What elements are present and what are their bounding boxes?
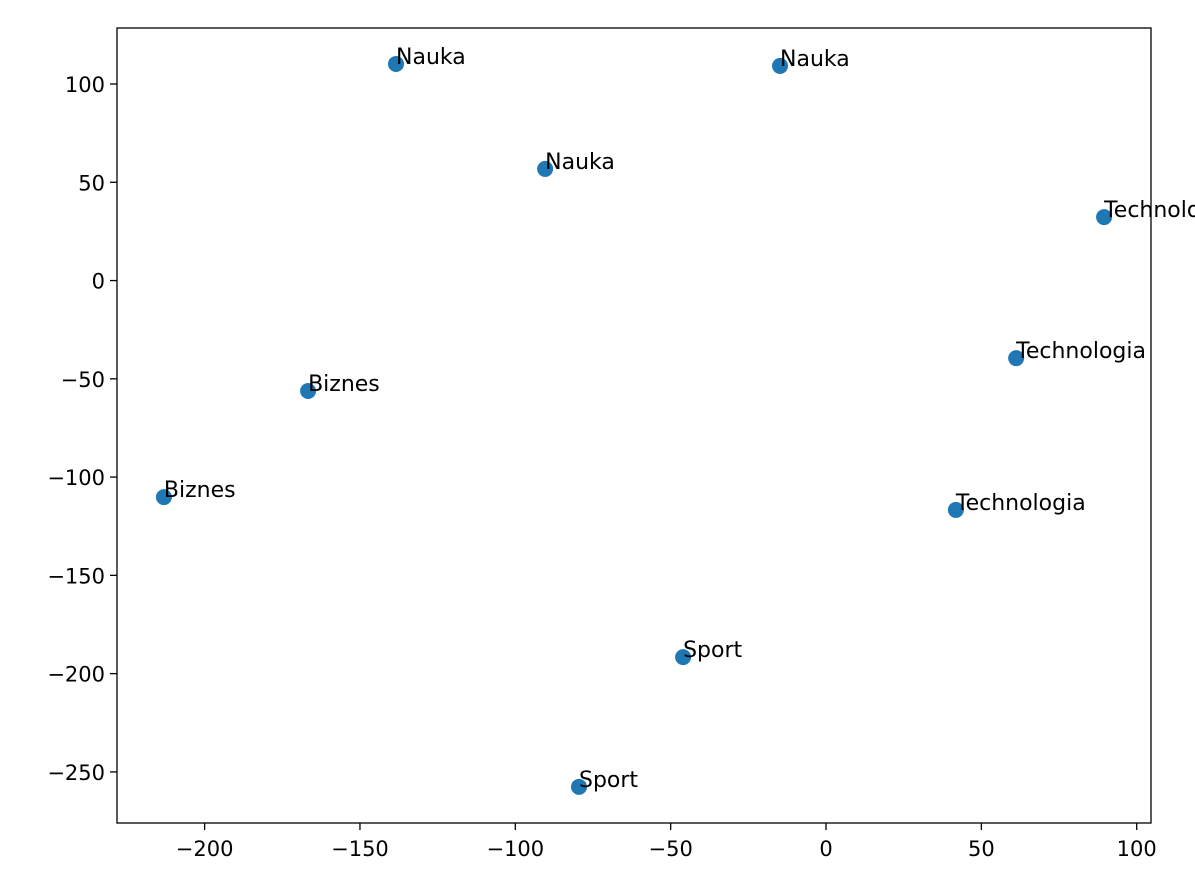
point-label: Technologia (1015, 339, 1146, 364)
point-label: Biznes (308, 372, 380, 397)
point (537, 160, 554, 177)
point (947, 501, 964, 518)
y-tick-label: −100 (47, 466, 105, 490)
y-tick-label: −150 (47, 564, 105, 588)
x-tick-label: −200 (176, 837, 234, 861)
point-label: Nauka (545, 150, 615, 175)
y-tick-label: −50 (61, 368, 105, 392)
y-tick-label: 0 (92, 270, 105, 294)
y-tick-label: −250 (47, 761, 105, 785)
point-label: Nauka (780, 47, 850, 72)
point-label: Technologia (1103, 198, 1195, 223)
x-tick-label: −150 (331, 837, 389, 861)
point (675, 649, 692, 666)
point-label: Nauka (396, 45, 466, 70)
point (1096, 209, 1113, 226)
point (772, 57, 789, 74)
point (155, 489, 172, 506)
plot-frame (116, 27, 1152, 824)
point (1008, 350, 1025, 367)
point-label: Biznes (164, 478, 236, 503)
y-tick-label: −200 (47, 663, 105, 687)
y-tick-label: 50 (78, 171, 105, 195)
x-tick-label: 100 (1117, 837, 1157, 861)
x-tick-label: −100 (486, 837, 544, 861)
x-tick-label: 0 (819, 837, 832, 861)
point (388, 55, 405, 72)
point (300, 383, 317, 400)
x-tick-label: −50 (648, 837, 692, 861)
point-label: Sport (683, 638, 742, 663)
x-tick-label: 50 (968, 837, 995, 861)
point (571, 778, 588, 795)
point-label: Technologia (955, 491, 1086, 516)
y-tick-label: 100 (65, 73, 105, 97)
point-label: Sport (579, 768, 638, 793)
